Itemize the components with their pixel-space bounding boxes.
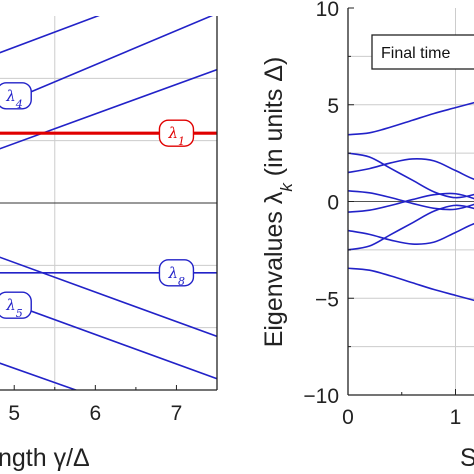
left-panel: λ4 λ1 λ8 λ5 5 6 7 ngth γ/Δ	[0, 16, 218, 472]
eigenvalue-curve-6	[348, 222, 474, 245]
x-tick-label: 7	[171, 402, 183, 425]
eigenvalue-line-2	[0, 68, 217, 150]
eigenvalue-line-3	[0, 16, 100, 54]
line-label-λ5: λ5	[5, 296, 23, 320]
eigenvalue-curve-4	[348, 190, 474, 211]
line-label-box-1	[0, 82, 32, 110]
eigenvalue-curve-5	[348, 192, 474, 213]
eigenvalue-line-8	[0, 362, 79, 390]
x-axis-label: ngth γ/Δ	[0, 444, 90, 472]
eigenvalue-curve-3	[348, 158, 474, 181]
y-tick-label: −5	[315, 288, 339, 311]
y-tick-label: 10	[316, 0, 339, 21]
line-label-λ8: λ8	[167, 264, 185, 288]
eigenvalue-curve-1	[348, 101, 474, 136]
eigenvalue-curve-2	[348, 152, 474, 199]
eigenvalue-line-6	[0, 256, 217, 338]
legend-box	[371, 34, 474, 70]
y-tick-label: 0	[327, 192, 339, 215]
y-tick-label: 5	[327, 95, 339, 118]
x-tick-label: 6	[89, 402, 101, 425]
left-plot-area: λ4 λ1 λ8 λ5	[0, 16, 217, 390]
line-label-box-4	[0, 291, 32, 319]
right-plot-area	[348, 8, 474, 395]
y-tick-label: −10	[303, 385, 339, 408]
legend-text: Final time	[381, 45, 450, 62]
eigenvalue-curve-7	[348, 204, 474, 251]
eigenvalue-line-7	[0, 298, 217, 380]
x-tick-label: 0	[342, 406, 354, 429]
x-tick-label: 1	[450, 406, 462, 429]
line-label-λ4: λ4	[5, 87, 23, 111]
line-label-box-3	[158, 259, 195, 287]
x-tick-label: 5	[8, 402, 20, 425]
line-label-λ1: λ1	[167, 124, 185, 148]
right-panel: Final time −10 −5 0 5 10 0 1 S Eigenvalues λk (in…	[260, 0, 474, 472]
eigenvalue-curve-8	[348, 267, 474, 302]
x-axis-label: S	[460, 444, 474, 472]
line-label-box-2	[158, 119, 195, 147]
y-axis-label: Eigenvalues λk (in units Δ)	[260, 57, 296, 348]
eigenvalue-line-1	[0, 16, 214, 106]
